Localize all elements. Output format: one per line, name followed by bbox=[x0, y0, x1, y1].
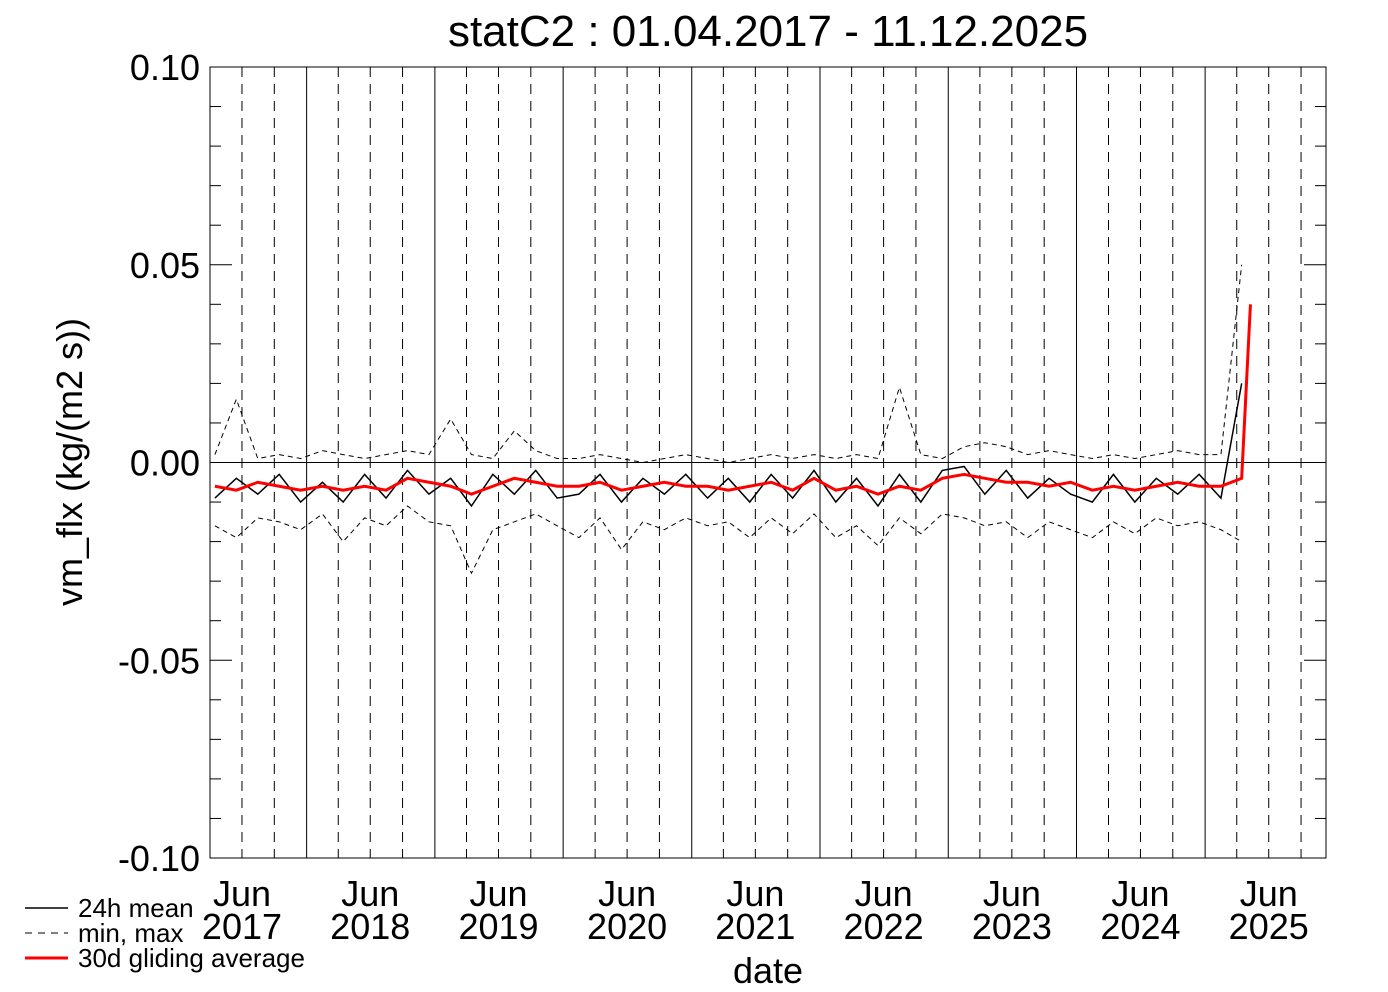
y-tick-label: -0.10 bbox=[118, 838, 200, 879]
x-tick-label: Jun 2019 bbox=[458, 873, 539, 947]
x-axis-title: date bbox=[733, 950, 803, 991]
legend-label: min, max bbox=[78, 918, 183, 948]
series-line bbox=[214, 304, 1252, 496]
legend-label: 30d gliding average bbox=[78, 943, 305, 973]
x-tick-label: Jun 2018 bbox=[330, 873, 411, 947]
chart-title: statC2 : 01.04.2017 - 11.12.2025 bbox=[448, 7, 1088, 56]
plot-frame bbox=[209, 66, 1327, 859]
series-line bbox=[214, 264, 1243, 464]
y-tick-label: 0.05 bbox=[130, 245, 200, 286]
series-line bbox=[214, 383, 1243, 508]
x-tick-label: Jun 2024 bbox=[1100, 873, 1181, 947]
y-tick-label: 0.00 bbox=[130, 443, 200, 484]
x-tick-label: Jun 2021 bbox=[715, 873, 796, 947]
y-tick-label: -0.05 bbox=[118, 640, 200, 681]
y-axis-title: vm_flx (kg/(m2 s)) bbox=[49, 318, 90, 606]
legend-label: 24h mean bbox=[78, 893, 194, 923]
y-tick-label: 0.10 bbox=[130, 47, 200, 88]
x-tick-label: Jun 2022 bbox=[843, 873, 924, 947]
x-tick-label: Jun 2020 bbox=[587, 873, 668, 947]
x-tick-label: Jun 2023 bbox=[971, 873, 1052, 947]
series-line bbox=[214, 505, 1242, 575]
x-tick-label: Jun 2017 bbox=[201, 873, 283, 947]
x-tick-label: Jun 2025 bbox=[1228, 873, 1309, 947]
